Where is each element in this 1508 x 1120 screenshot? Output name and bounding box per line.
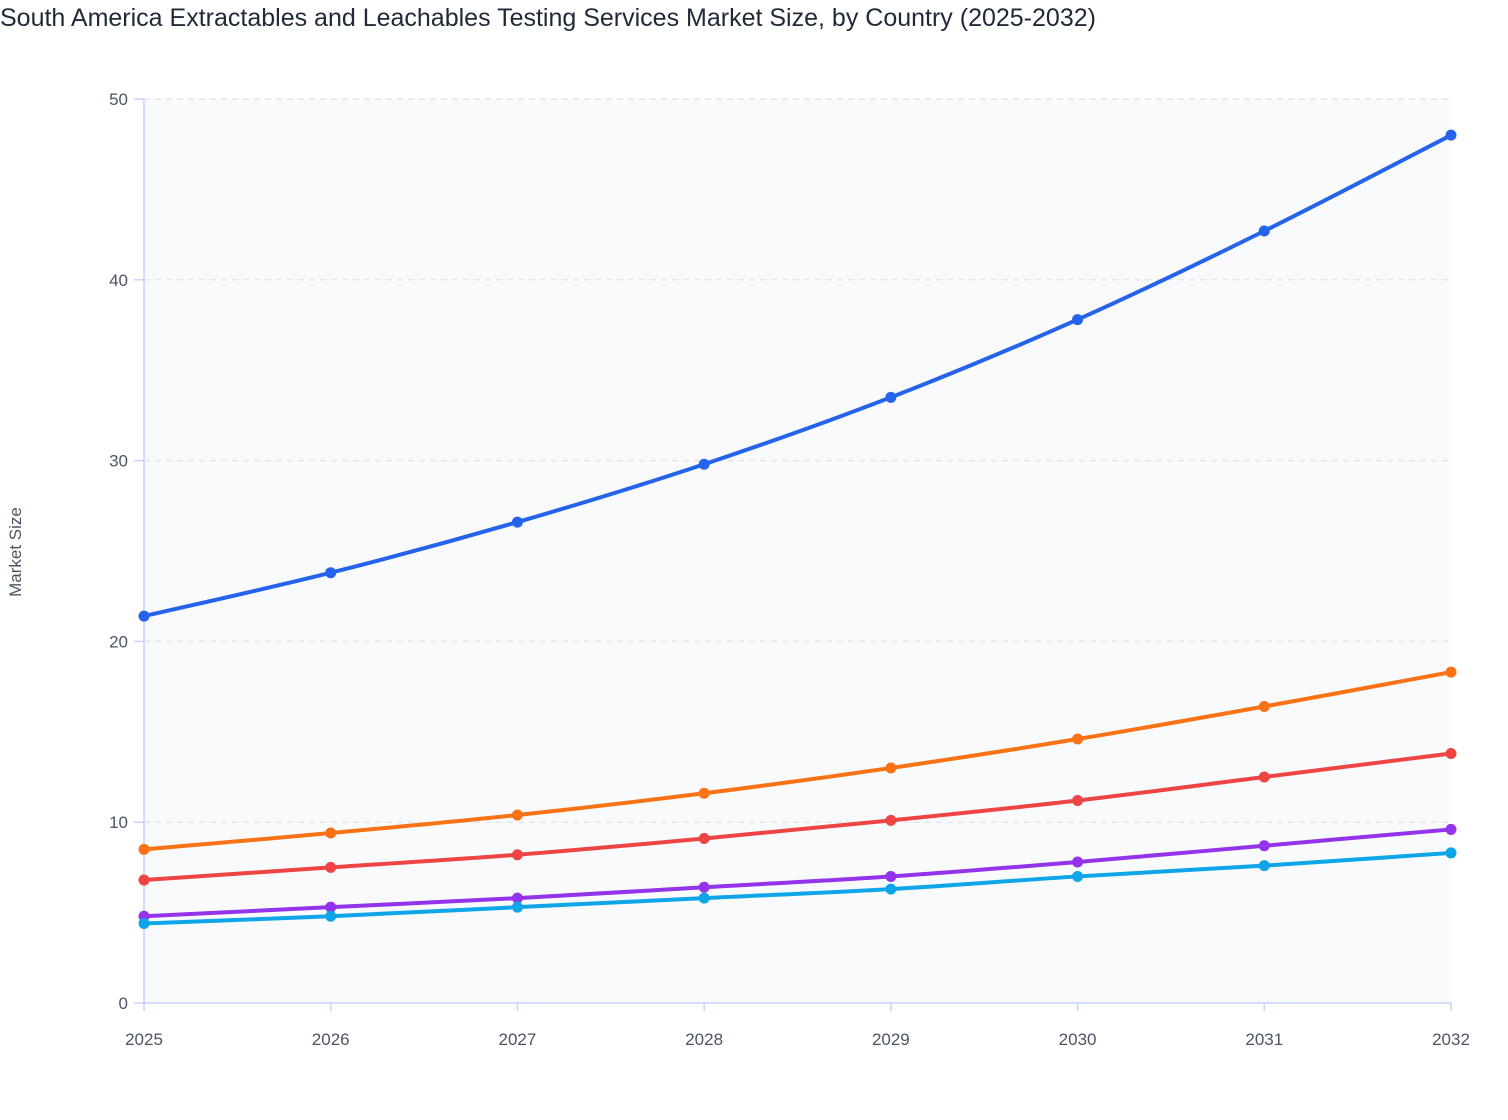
plot-background — [144, 99, 1451, 1003]
data-point — [885, 870, 897, 882]
data-point — [1445, 823, 1457, 835]
data-point — [1445, 847, 1457, 859]
series-line — [142, 827, 1453, 919]
series-5 — [138, 847, 1457, 929]
data-point — [138, 610, 150, 622]
data-point — [1258, 225, 1270, 237]
data-point — [1445, 747, 1457, 759]
x-tick-label: 2028 — [685, 1030, 723, 1049]
data-point — [698, 892, 710, 904]
data-point — [1258, 771, 1270, 783]
chart-title: South America Extractables and Leachable… — [0, 4, 1096, 32]
series-3 — [138, 747, 1457, 886]
data-point — [698, 881, 710, 893]
data-point — [138, 917, 150, 929]
data-point — [138, 874, 150, 886]
x-tick-label: 2027 — [499, 1030, 537, 1049]
data-point — [325, 910, 337, 922]
data-point — [1072, 856, 1084, 868]
data-point — [885, 883, 897, 895]
y-tick-label: 10 — [109, 813, 128, 832]
data-point — [325, 827, 337, 839]
x-tick-label: 2025 — [125, 1030, 163, 1049]
y-tick-label: 30 — [109, 452, 128, 471]
series-line — [142, 133, 1453, 619]
data-point — [698, 458, 710, 470]
series-4 — [138, 823, 1457, 922]
y-tick-label: 0 — [119, 994, 128, 1013]
data-point — [511, 849, 523, 861]
data-point — [1072, 870, 1084, 882]
x-tick-label: 2030 — [1059, 1030, 1097, 1049]
data-point — [1258, 840, 1270, 852]
series-1 — [138, 129, 1457, 622]
data-point — [325, 861, 337, 873]
data-point — [698, 832, 710, 844]
data-point — [138, 843, 150, 855]
data-point — [511, 809, 523, 821]
series-line — [142, 850, 1453, 926]
data-point — [1258, 700, 1270, 712]
data-point — [511, 516, 523, 528]
series-2 — [138, 666, 1457, 855]
x-tick-label: 2029 — [872, 1030, 910, 1049]
data-point — [511, 901, 523, 913]
data-point — [885, 814, 897, 826]
y-tick-label: 20 — [109, 632, 128, 651]
series-line — [142, 751, 1453, 883]
y-tick-label: 50 — [109, 90, 128, 109]
y-tick-label: 40 — [109, 271, 128, 290]
data-point — [511, 892, 523, 904]
data-point — [325, 567, 337, 579]
data-point — [1072, 795, 1084, 807]
series-line — [142, 670, 1453, 852]
data-point — [885, 762, 897, 774]
data-point — [698, 787, 710, 799]
data-point — [885, 391, 897, 403]
data-point — [1445, 666, 1457, 678]
data-point — [1072, 314, 1084, 326]
data-point — [1258, 860, 1270, 872]
x-tick-label: 2032 — [1432, 1030, 1470, 1049]
x-tick-label: 2026 — [312, 1030, 350, 1049]
data-point — [325, 901, 337, 913]
data-point — [1445, 129, 1457, 141]
x-tick-label: 2031 — [1245, 1030, 1283, 1049]
data-point — [1072, 733, 1084, 745]
